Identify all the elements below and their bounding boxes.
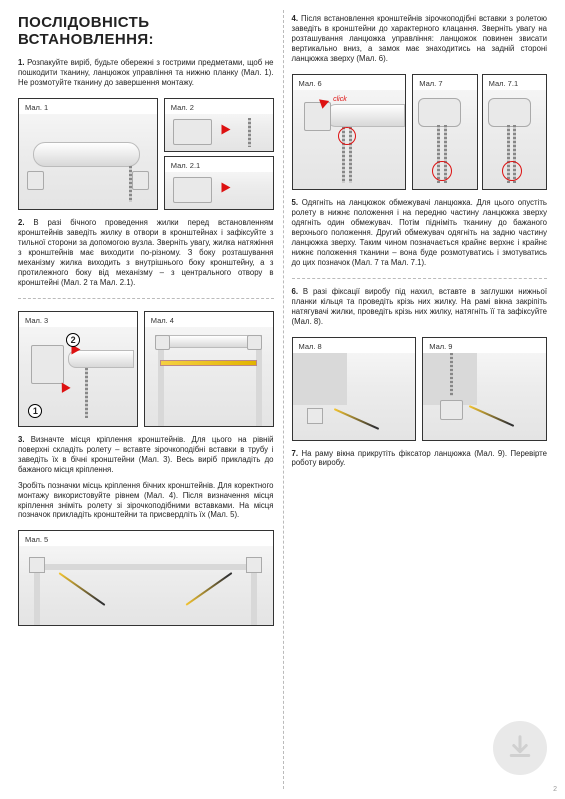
figrow-6-7: Мал. 6 click Мал. 7 bbox=[292, 74, 548, 190]
figure-7-1: Мал. 7.1 bbox=[482, 74, 547, 190]
figure-7-label: Мал. 7 bbox=[413, 75, 476, 90]
figure-9-body bbox=[423, 353, 546, 440]
step-2-number: 2. bbox=[18, 218, 25, 227]
step-1-text: 1. Розпакуйте виріб, будьте обережні з г… bbox=[18, 58, 274, 88]
figure-3-label: Мал. 3 bbox=[19, 312, 137, 327]
right-divider-1 bbox=[292, 278, 548, 279]
step-5-number: 5. bbox=[292, 198, 299, 207]
figure-2: Мал. 2 bbox=[164, 98, 274, 152]
figure-2-label: Мал. 2 bbox=[165, 99, 273, 114]
figure-1-label: Мал. 1 bbox=[19, 99, 157, 114]
step-1-number: 1. bbox=[18, 58, 25, 67]
step-3-number: 3. bbox=[18, 435, 25, 444]
click-label: click bbox=[333, 96, 347, 103]
figure-2-1-body bbox=[165, 172, 273, 209]
left-divider-1 bbox=[18, 298, 274, 299]
step-6-body: В разі фіксації виробу під нахил, вставт… bbox=[292, 287, 548, 326]
figure-2-1-label: Мал. 2.1 bbox=[165, 157, 273, 172]
figure-6-body: click bbox=[293, 90, 406, 189]
figure-8-label: Мал. 8 bbox=[293, 338, 416, 353]
step-3a-body: Визначте місця кріплення кронштейнів. Дл… bbox=[18, 435, 274, 474]
step-7-text: 7. На раму вікна прикрутіть фіксатор лан… bbox=[292, 449, 548, 469]
figure-1: Мал. 1 bbox=[18, 98, 158, 210]
figure-7-1-label: Мал. 7.1 bbox=[483, 75, 546, 90]
figure-6: Мал. 6 click bbox=[292, 74, 407, 190]
step-5-body: Одягніть на ланцюжок обмежувачі ланцюжка… bbox=[292, 198, 548, 267]
right-column: 4. Після встановлення кронштейнів зірочк… bbox=[292, 14, 548, 634]
page-number: 2 bbox=[553, 786, 557, 793]
figure-2-body bbox=[165, 114, 273, 151]
figure-3: Мал. 3 1 2 bbox=[18, 311, 138, 427]
figure-7-1-body bbox=[483, 90, 546, 189]
figure-3-num2: 2 bbox=[66, 333, 80, 347]
column-divider bbox=[283, 10, 284, 789]
step-4-body: Після встановлення кронштейнів зірочкопо… bbox=[292, 14, 548, 63]
step-2-body: В разі бічного проведення жилки перед вс… bbox=[18, 218, 274, 287]
figure-8: Мал. 8 bbox=[292, 337, 417, 441]
figrow-1-2: Мал. 1 Мал. 2 Ма bbox=[18, 98, 274, 210]
step-3b-text: Зробіть позначки місць кріплення бічних … bbox=[18, 481, 274, 521]
step-6-text: 6. В разі фіксації виробу під нахил, вст… bbox=[292, 287, 548, 327]
figure-4-body bbox=[145, 327, 273, 426]
figure-7: Мал. 7 bbox=[412, 74, 477, 190]
left-column: ПОСЛІДОВНІСТЬ ВСТАНОВЛЕННЯ: 1. Розпакуйт… bbox=[18, 14, 274, 634]
page-title: ПОСЛІДОВНІСТЬ ВСТАНОВЛЕННЯ: bbox=[18, 14, 274, 48]
figure-9: Мал. 9 bbox=[422, 337, 547, 441]
step-1-body: Розпакуйте виріб, будьте обережні з гост… bbox=[18, 58, 274, 87]
figure-6-label: Мал. 6 bbox=[293, 75, 406, 90]
figure-4: Мал. 4 bbox=[144, 311, 274, 427]
step-4-number: 4. bbox=[292, 14, 299, 23]
step-3a-text: 3. Визначте місця кріплення кронштейнів.… bbox=[18, 435, 274, 475]
figure-4-label: Мал. 4 bbox=[145, 312, 273, 327]
figure-9-label: Мал. 9 bbox=[423, 338, 546, 353]
figure-1-body bbox=[19, 114, 157, 209]
figure-2-1: Мал. 2.1 bbox=[164, 156, 274, 210]
figrow-8-9: Мал. 8 Мал. 9 bbox=[292, 337, 548, 441]
step-5-text: 5. Одягніть на ланцюжок обмежувачі ланцю… bbox=[292, 198, 548, 268]
step-7-body: На раму вікна прикрутіть фіксатор ланцюж… bbox=[292, 449, 548, 468]
figure-5-body bbox=[19, 546, 273, 625]
step-4-text: 4. Після встановлення кронштейнів зірочк… bbox=[292, 14, 548, 64]
figure-8-body bbox=[293, 353, 416, 440]
figrow-3-4: Мал. 3 1 2 Мал. 4 bbox=[18, 311, 274, 427]
step-2-text: 2. В разі бічного проведення жилки перед… bbox=[18, 218, 274, 288]
step-6-number: 6. bbox=[292, 287, 299, 296]
figure-7-body bbox=[413, 90, 476, 189]
figure-3-num1: 1 bbox=[28, 404, 42, 418]
step-7-number: 7. bbox=[292, 449, 299, 458]
figrow-5: Мал. 5 bbox=[18, 530, 274, 626]
figure-3-body: 1 2 bbox=[19, 327, 137, 426]
figure-5-label: Мал. 5 bbox=[19, 531, 273, 546]
figure-5: Мал. 5 bbox=[18, 530, 274, 626]
watermark-icon bbox=[493, 721, 547, 775]
